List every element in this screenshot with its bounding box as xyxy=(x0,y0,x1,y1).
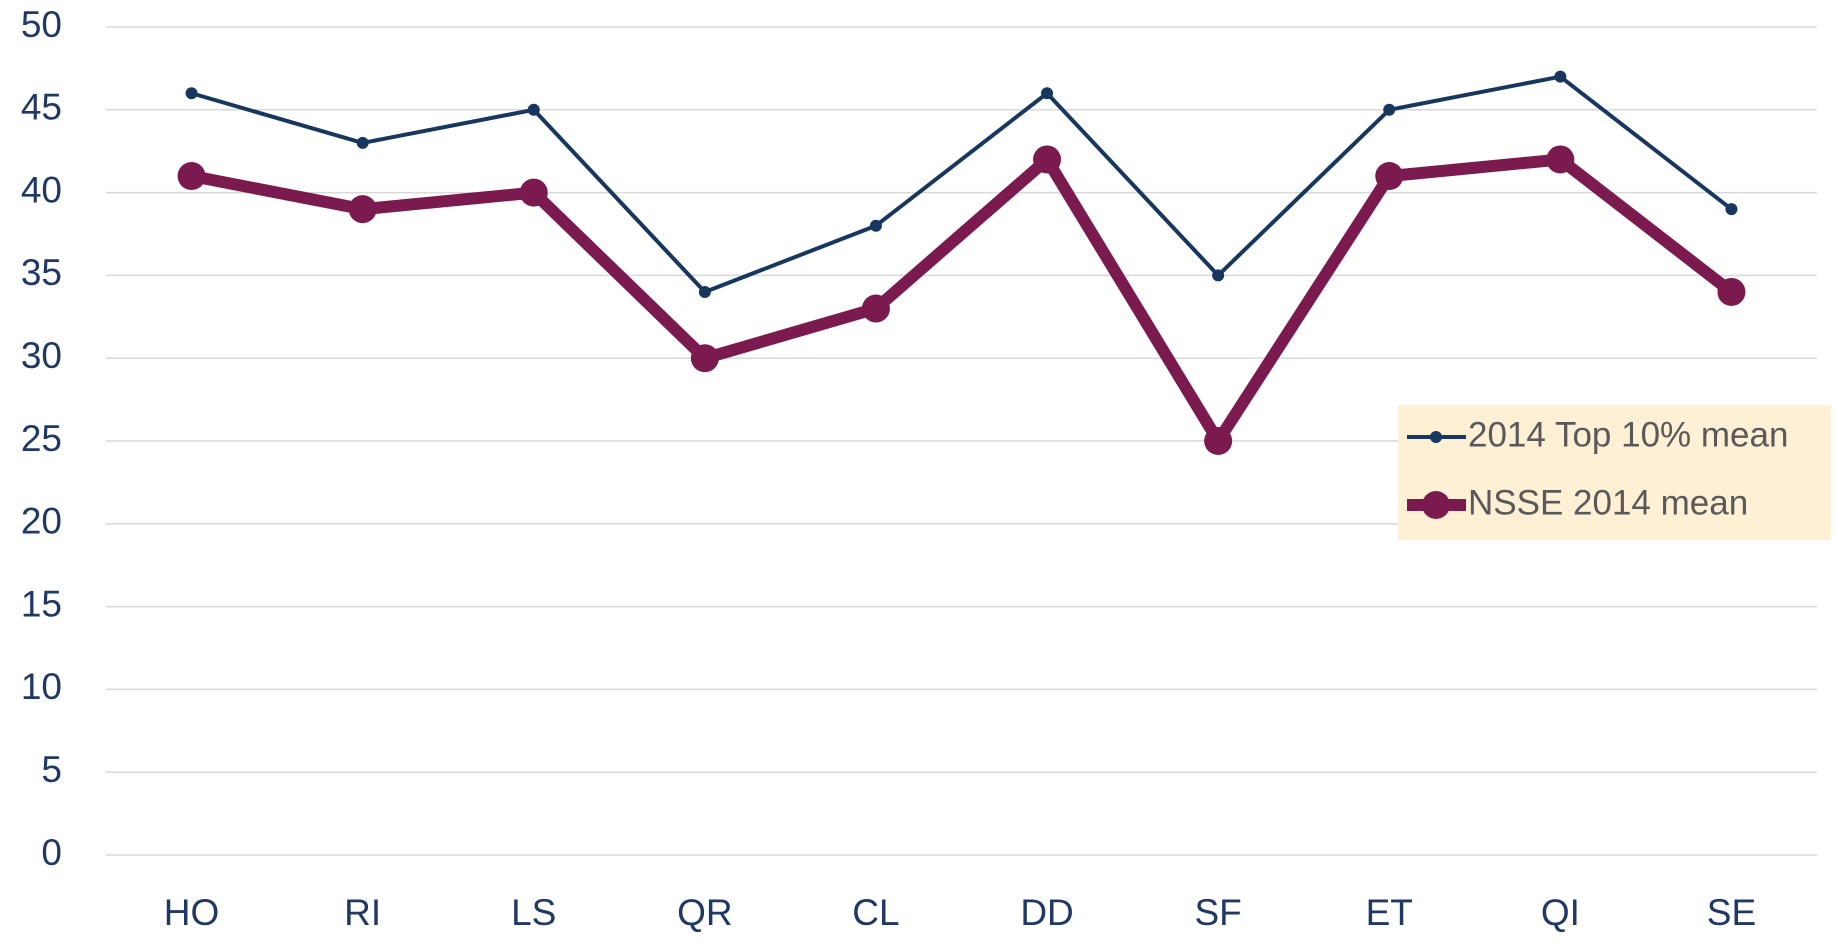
data-point xyxy=(348,195,377,224)
y-tick-label: 45 xyxy=(21,87,62,128)
x-tick-label: SE xyxy=(1707,892,1756,933)
data-point xyxy=(1546,145,1575,174)
y-tick-label: 35 xyxy=(21,252,62,293)
y-tick-label: 50 xyxy=(21,4,62,45)
data-point xyxy=(1041,87,1054,100)
y-tick-label: 25 xyxy=(21,418,62,459)
legend-label: 2014 Top 10% mean xyxy=(1468,415,1788,454)
y-tick-label: 15 xyxy=(21,583,62,624)
x-tick-label: SF xyxy=(1195,892,1242,933)
data-point xyxy=(356,136,369,149)
legend-box xyxy=(1398,405,1831,540)
x-tick-label: LS xyxy=(511,892,556,933)
y-tick-label: 30 xyxy=(21,335,62,376)
x-tick-label: CL xyxy=(852,892,899,933)
x-tick-label: QR xyxy=(677,892,733,933)
data-point xyxy=(1212,269,1225,282)
data-point xyxy=(185,87,198,100)
x-tick-label: RI xyxy=(344,892,381,933)
data-point xyxy=(1375,162,1404,191)
y-tick-label: 10 xyxy=(21,666,62,707)
data-point xyxy=(527,103,540,116)
legend-marker xyxy=(1430,431,1442,443)
data-point xyxy=(519,178,548,207)
data-point xyxy=(177,162,206,191)
series-line xyxy=(190,74,1733,294)
x-tick-label: DD xyxy=(1020,892,1073,933)
legend-marker xyxy=(1422,491,1450,519)
x-tick-label: ET xyxy=(1366,892,1413,933)
y-tick-label: 0 xyxy=(41,832,62,873)
x-tick-label: HO xyxy=(164,892,220,933)
data-point xyxy=(1204,427,1233,455)
y-tick-label: 40 xyxy=(21,169,62,210)
data-point xyxy=(1554,70,1567,83)
data-point xyxy=(698,285,711,298)
data-point xyxy=(1717,277,1746,306)
data-point xyxy=(1725,203,1738,216)
y-tick-label: 5 xyxy=(41,749,62,790)
data-point xyxy=(690,344,719,373)
data-point xyxy=(1383,103,1396,116)
legend-label: NSSE 2014 mean xyxy=(1468,483,1748,522)
y-tick-label: 20 xyxy=(21,501,62,542)
data-point xyxy=(861,294,890,323)
x-tick-label: QI xyxy=(1541,892,1580,933)
series-line xyxy=(190,153,1736,447)
data-point xyxy=(1033,145,1062,174)
data-point xyxy=(869,219,882,232)
